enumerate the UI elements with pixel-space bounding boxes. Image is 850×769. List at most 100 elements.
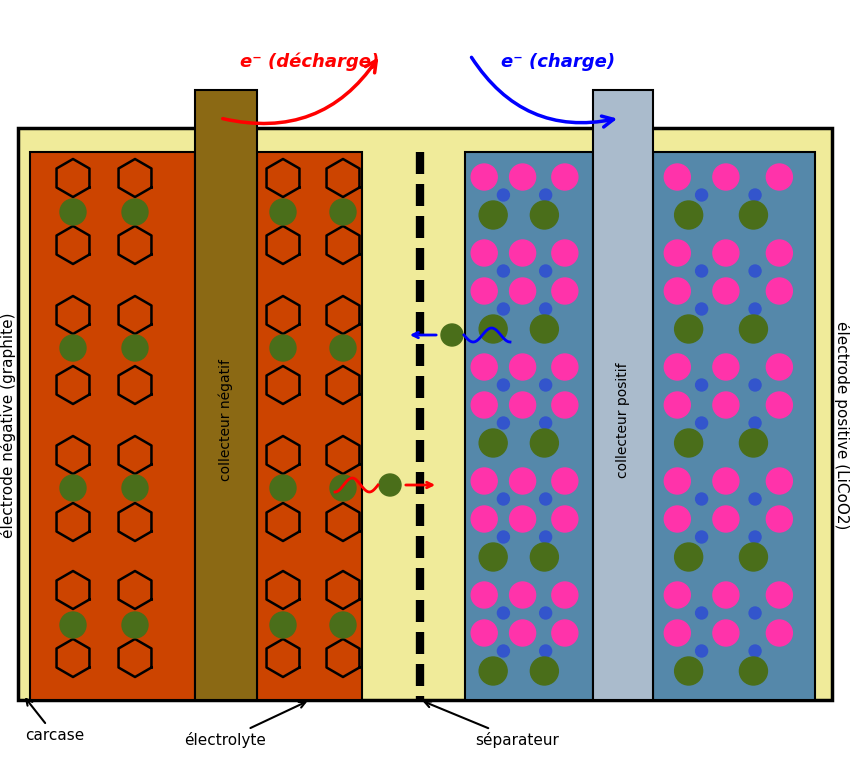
Circle shape [665, 582, 690, 608]
Circle shape [665, 240, 690, 266]
Circle shape [497, 493, 509, 505]
Circle shape [767, 278, 792, 304]
Circle shape [530, 201, 558, 229]
Circle shape [479, 657, 507, 685]
Circle shape [713, 468, 739, 494]
Circle shape [540, 417, 552, 429]
Circle shape [740, 543, 768, 571]
Circle shape [540, 189, 552, 201]
Circle shape [740, 429, 768, 457]
Circle shape [122, 475, 148, 501]
Circle shape [552, 468, 578, 494]
Circle shape [767, 354, 792, 380]
Circle shape [665, 620, 690, 646]
Circle shape [740, 315, 768, 343]
Circle shape [270, 199, 296, 225]
Circle shape [695, 303, 707, 315]
Circle shape [540, 303, 552, 315]
Circle shape [122, 335, 148, 361]
Bar [195, 90, 257, 700]
Circle shape [479, 429, 507, 457]
Circle shape [552, 506, 578, 532]
Circle shape [675, 429, 703, 457]
Circle shape [60, 612, 86, 638]
Text: collecteur positif: collecteur positif [616, 362, 630, 478]
Circle shape [540, 531, 552, 543]
Circle shape [675, 657, 703, 685]
Circle shape [510, 392, 536, 418]
Circle shape [665, 278, 690, 304]
Circle shape [749, 607, 761, 619]
Circle shape [479, 543, 507, 571]
Circle shape [665, 164, 690, 190]
Circle shape [497, 417, 509, 429]
Circle shape [713, 354, 739, 380]
Text: séparateur: séparateur [425, 701, 559, 748]
Circle shape [749, 189, 761, 201]
Circle shape [510, 620, 536, 646]
Text: électrode positive (LiCoO2): électrode positive (LiCoO2) [834, 321, 850, 529]
Circle shape [540, 493, 552, 505]
Circle shape [749, 303, 761, 315]
Circle shape [749, 265, 761, 277]
Circle shape [60, 199, 86, 225]
Text: e⁻ (charge): e⁻ (charge) [501, 53, 615, 71]
Text: e⁻ (décharge): e⁻ (décharge) [241, 53, 380, 72]
Circle shape [530, 429, 558, 457]
Circle shape [270, 612, 296, 638]
Circle shape [695, 607, 707, 619]
Circle shape [740, 201, 768, 229]
Circle shape [675, 543, 703, 571]
Circle shape [767, 468, 792, 494]
Circle shape [713, 164, 739, 190]
Bar [465, 152, 593, 700]
Circle shape [330, 612, 356, 638]
Bar [18, 128, 832, 700]
Circle shape [665, 506, 690, 532]
Circle shape [749, 531, 761, 543]
Circle shape [767, 582, 792, 608]
Circle shape [471, 506, 497, 532]
Circle shape [530, 657, 558, 685]
Circle shape [330, 199, 356, 225]
Circle shape [497, 303, 509, 315]
Circle shape [713, 506, 739, 532]
Circle shape [552, 278, 578, 304]
Circle shape [695, 379, 707, 391]
Circle shape [713, 392, 739, 418]
Circle shape [479, 201, 507, 229]
Bar [653, 152, 815, 700]
Text: électrolyte: électrolyte [184, 702, 305, 748]
Circle shape [665, 354, 690, 380]
Circle shape [713, 582, 739, 608]
Circle shape [122, 199, 148, 225]
Circle shape [540, 265, 552, 277]
Circle shape [552, 620, 578, 646]
Circle shape [60, 335, 86, 361]
Circle shape [749, 645, 761, 657]
Circle shape [695, 265, 707, 277]
Circle shape [695, 417, 707, 429]
Bar [593, 90, 653, 700]
Circle shape [767, 506, 792, 532]
Circle shape [530, 315, 558, 343]
Circle shape [695, 531, 707, 543]
Circle shape [270, 335, 296, 361]
Circle shape [713, 278, 739, 304]
Circle shape [552, 354, 578, 380]
Circle shape [713, 620, 739, 646]
Circle shape [471, 240, 497, 266]
Circle shape [767, 240, 792, 266]
Circle shape [330, 335, 356, 361]
Bar [30, 152, 195, 700]
Circle shape [740, 657, 768, 685]
Text: carcase: carcase [26, 699, 85, 743]
Circle shape [471, 164, 497, 190]
Circle shape [767, 164, 792, 190]
Circle shape [767, 392, 792, 418]
Text: électrode négative (graphite): électrode négative (graphite) [0, 312, 16, 538]
Circle shape [695, 645, 707, 657]
Text: collecteur négatif: collecteur négatif [218, 359, 233, 481]
Circle shape [510, 164, 536, 190]
Circle shape [695, 189, 707, 201]
